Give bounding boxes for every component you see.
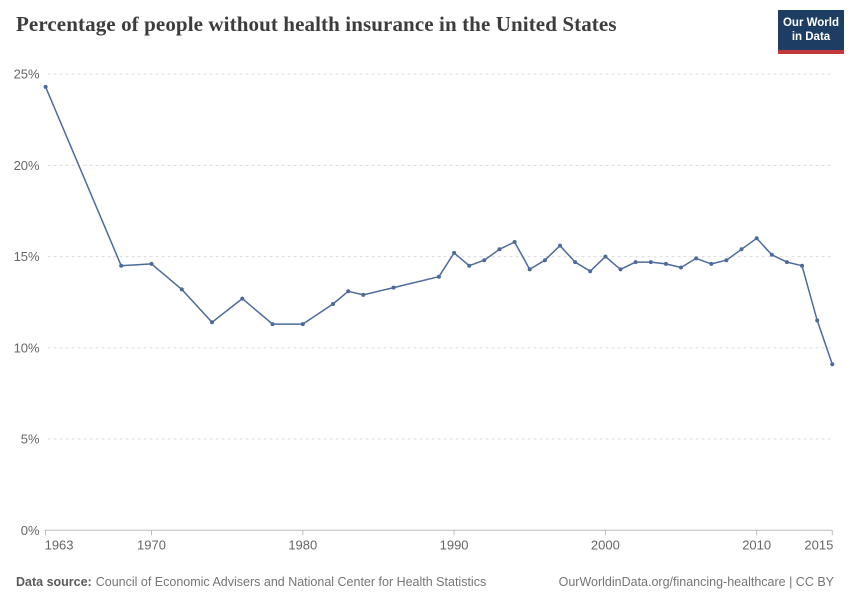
data-point-2000[interactable] xyxy=(603,254,608,259)
data-source: Data source: Council of Economic Advisers… xyxy=(16,575,486,589)
data-point-1972[interactable] xyxy=(179,287,184,292)
data-point-1991[interactable] xyxy=(467,263,472,268)
data-point-1963[interactable] xyxy=(43,84,48,89)
data-point-2013[interactable] xyxy=(800,263,804,268)
data-point-2009[interactable] xyxy=(739,247,744,252)
data-point-1976[interactable] xyxy=(240,296,245,301)
data-point-1986[interactable] xyxy=(391,285,396,290)
data-source-label: Data source: xyxy=(16,575,92,589)
data-point-1993[interactable] xyxy=(497,247,502,252)
data-point-2003[interactable] xyxy=(648,260,653,265)
owid-logo-line2: in Data xyxy=(791,30,831,43)
attribution: OurWorldinData.org/financing-healthcare … xyxy=(558,575,834,589)
data-point-2005[interactable] xyxy=(679,265,683,270)
x-tick-label: 1963 xyxy=(45,537,74,552)
data-point-1983[interactable] xyxy=(346,289,351,294)
data-point-2010[interactable] xyxy=(754,236,759,241)
y-tick-label: 0% xyxy=(21,523,40,538)
data-point-1992[interactable] xyxy=(482,258,487,263)
data-point-1982[interactable] xyxy=(331,302,335,306)
data-point-1997[interactable] xyxy=(558,243,562,248)
data-point-1999[interactable] xyxy=(588,269,593,274)
data-point-1984[interactable] xyxy=(361,292,366,297)
chart-title: Percentage of people without health insu… xyxy=(16,12,617,36)
x-tick-label: 2010 xyxy=(742,537,771,552)
data-point-1998[interactable] xyxy=(573,260,578,265)
y-tick-label: 20% xyxy=(14,158,40,173)
data-point-2011[interactable] xyxy=(769,252,774,257)
data-source-text: Council of Economic Advisers and Nationa… xyxy=(95,575,487,589)
y-tick-label: 10% xyxy=(14,340,40,355)
data-point-2002[interactable] xyxy=(633,260,638,265)
data-line-united-states[interactable] xyxy=(44,86,834,365)
data-point-1990[interactable] xyxy=(452,250,457,255)
y-tick-label: 15% xyxy=(14,249,40,264)
data-point-2001[interactable] xyxy=(618,267,623,272)
data-point-1995[interactable] xyxy=(527,267,532,272)
data-point-1974[interactable] xyxy=(210,320,214,325)
data-point-1970[interactable] xyxy=(149,261,154,266)
data-point-2012[interactable] xyxy=(784,260,789,265)
data-point-1980[interactable] xyxy=(300,322,305,327)
data-point-1968[interactable] xyxy=(119,263,124,268)
x-tick-label: 2000 xyxy=(591,537,620,552)
owid-logo-line1: Our World xyxy=(782,17,839,29)
chart-footer: Data source: Council of Economic Advisers… xyxy=(16,575,834,589)
y-tick-label: 5% xyxy=(21,432,40,447)
owid-logo: Our World in Data xyxy=(778,10,844,54)
data-point-2015[interactable] xyxy=(830,362,835,367)
x-tick-label: 1980 xyxy=(288,537,317,552)
data-point-1996[interactable] xyxy=(542,258,547,263)
data-point-2007[interactable] xyxy=(709,261,714,266)
x-tick-label: 2015 xyxy=(804,537,833,552)
y-tick-label: 25% xyxy=(14,67,40,82)
data-point-2014[interactable] xyxy=(815,318,820,323)
x-tick-label: 1990 xyxy=(440,537,469,552)
data-point-2008[interactable] xyxy=(724,258,729,263)
data-point-1994[interactable] xyxy=(512,240,517,244)
x-tick-label: 1970 xyxy=(137,537,166,552)
data-point-2006[interactable] xyxy=(694,256,699,261)
data-point-1978[interactable] xyxy=(270,322,275,327)
data-point-1989[interactable] xyxy=(436,274,441,279)
data-point-2004[interactable] xyxy=(663,261,668,266)
